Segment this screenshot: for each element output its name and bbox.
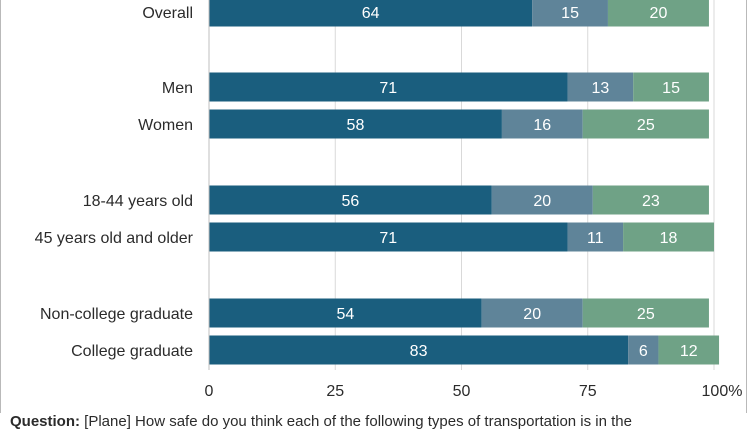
stacked-bar-chart: 64 15 20 Overall 71 13 15 Men 58 16 25 Women 56 20 23 1… <box>35 0 743 400</box>
data-label-2-2: 25 <box>637 117 655 134</box>
category-label-3: 18-44 years old <box>83 193 193 210</box>
bar-segment-1-2 <box>633 72 709 102</box>
data-label-1-2: 15 <box>662 80 680 97</box>
bar-segment-0-1 <box>532 0 608 27</box>
bar-segment-6-1 <box>628 335 659 365</box>
data-label-4-2: 18 <box>660 230 678 247</box>
data-label-3-0: 56 <box>342 193 360 210</box>
x-tick-label-100: 100% <box>702 383 743 400</box>
bar-segment-5-0 <box>209 298 482 328</box>
category-label-5: Non-college graduate <box>40 306 193 323</box>
x-tick-label-25: 25 <box>326 383 344 400</box>
data-label-2-1: 16 <box>533 117 551 134</box>
bar-segment-2-2 <box>582 109 709 139</box>
data-label-5-1: 20 <box>523 306 541 323</box>
bar-segment-0-2 <box>607 0 709 27</box>
data-label-5-0: 54 <box>336 306 354 323</box>
frame-left-border <box>0 0 1 413</box>
data-label-6-2: 12 <box>680 343 698 360</box>
bar-segment-2-0 <box>209 109 502 139</box>
data-label-0-2: 20 <box>650 5 668 22</box>
bar-segment-3-2 <box>592 185 709 215</box>
category-label-2: Women <box>138 117 193 134</box>
question-label: Question: <box>10 413 80 430</box>
data-label-0-0: 64 <box>362 5 380 22</box>
bar-segment-4-2 <box>623 222 714 252</box>
bar-segment-5-2 <box>582 298 709 328</box>
data-label-1-1: 13 <box>591 80 609 97</box>
bar-segment-4-0 <box>209 222 568 252</box>
bar-segment-1-1 <box>567 72 634 102</box>
category-label-1: Men <box>162 80 193 97</box>
bar-segment-4-1 <box>567 222 624 252</box>
data-label-3-1: 20 <box>533 193 551 210</box>
bar-segment-1-0 <box>209 72 568 102</box>
bar-segment-5-1 <box>481 298 583 328</box>
x-tick-label-50: 50 <box>453 383 471 400</box>
x-tick-label-0: 0 <box>205 383 214 400</box>
data-label-6-0: 83 <box>410 343 428 360</box>
data-label-6-1: 6 <box>639 343 648 360</box>
bar-segment-6-2 <box>658 335 720 365</box>
question-footnote: Question: [Plane] How safe do you think … <box>10 413 740 430</box>
bar-segment-0-0 <box>209 0 533 27</box>
bar-segment-3-0 <box>209 185 492 215</box>
bar-segment-3-1 <box>491 185 593 215</box>
x-tick-label-75: 75 <box>579 383 597 400</box>
data-label-3-2: 23 <box>642 193 660 210</box>
data-label-5-2: 25 <box>637 306 655 323</box>
data-label-4-1: 11 <box>587 230 604 247</box>
category-label-6: College graduate <box>71 343 193 360</box>
data-label-4-0: 71 <box>379 230 397 247</box>
data-label-2-0: 58 <box>347 117 365 134</box>
category-label-0: Overall <box>142 5 193 22</box>
question-text: [Plane] How safe do you think each of th… <box>84 413 632 430</box>
data-label-1-0: 71 <box>379 80 397 97</box>
data-label-0-1: 15 <box>561 5 579 22</box>
bar-segment-6-0 <box>209 335 629 365</box>
bar-segment-2-1 <box>501 109 583 139</box>
category-label-4: 45 years old and older <box>35 230 194 247</box>
